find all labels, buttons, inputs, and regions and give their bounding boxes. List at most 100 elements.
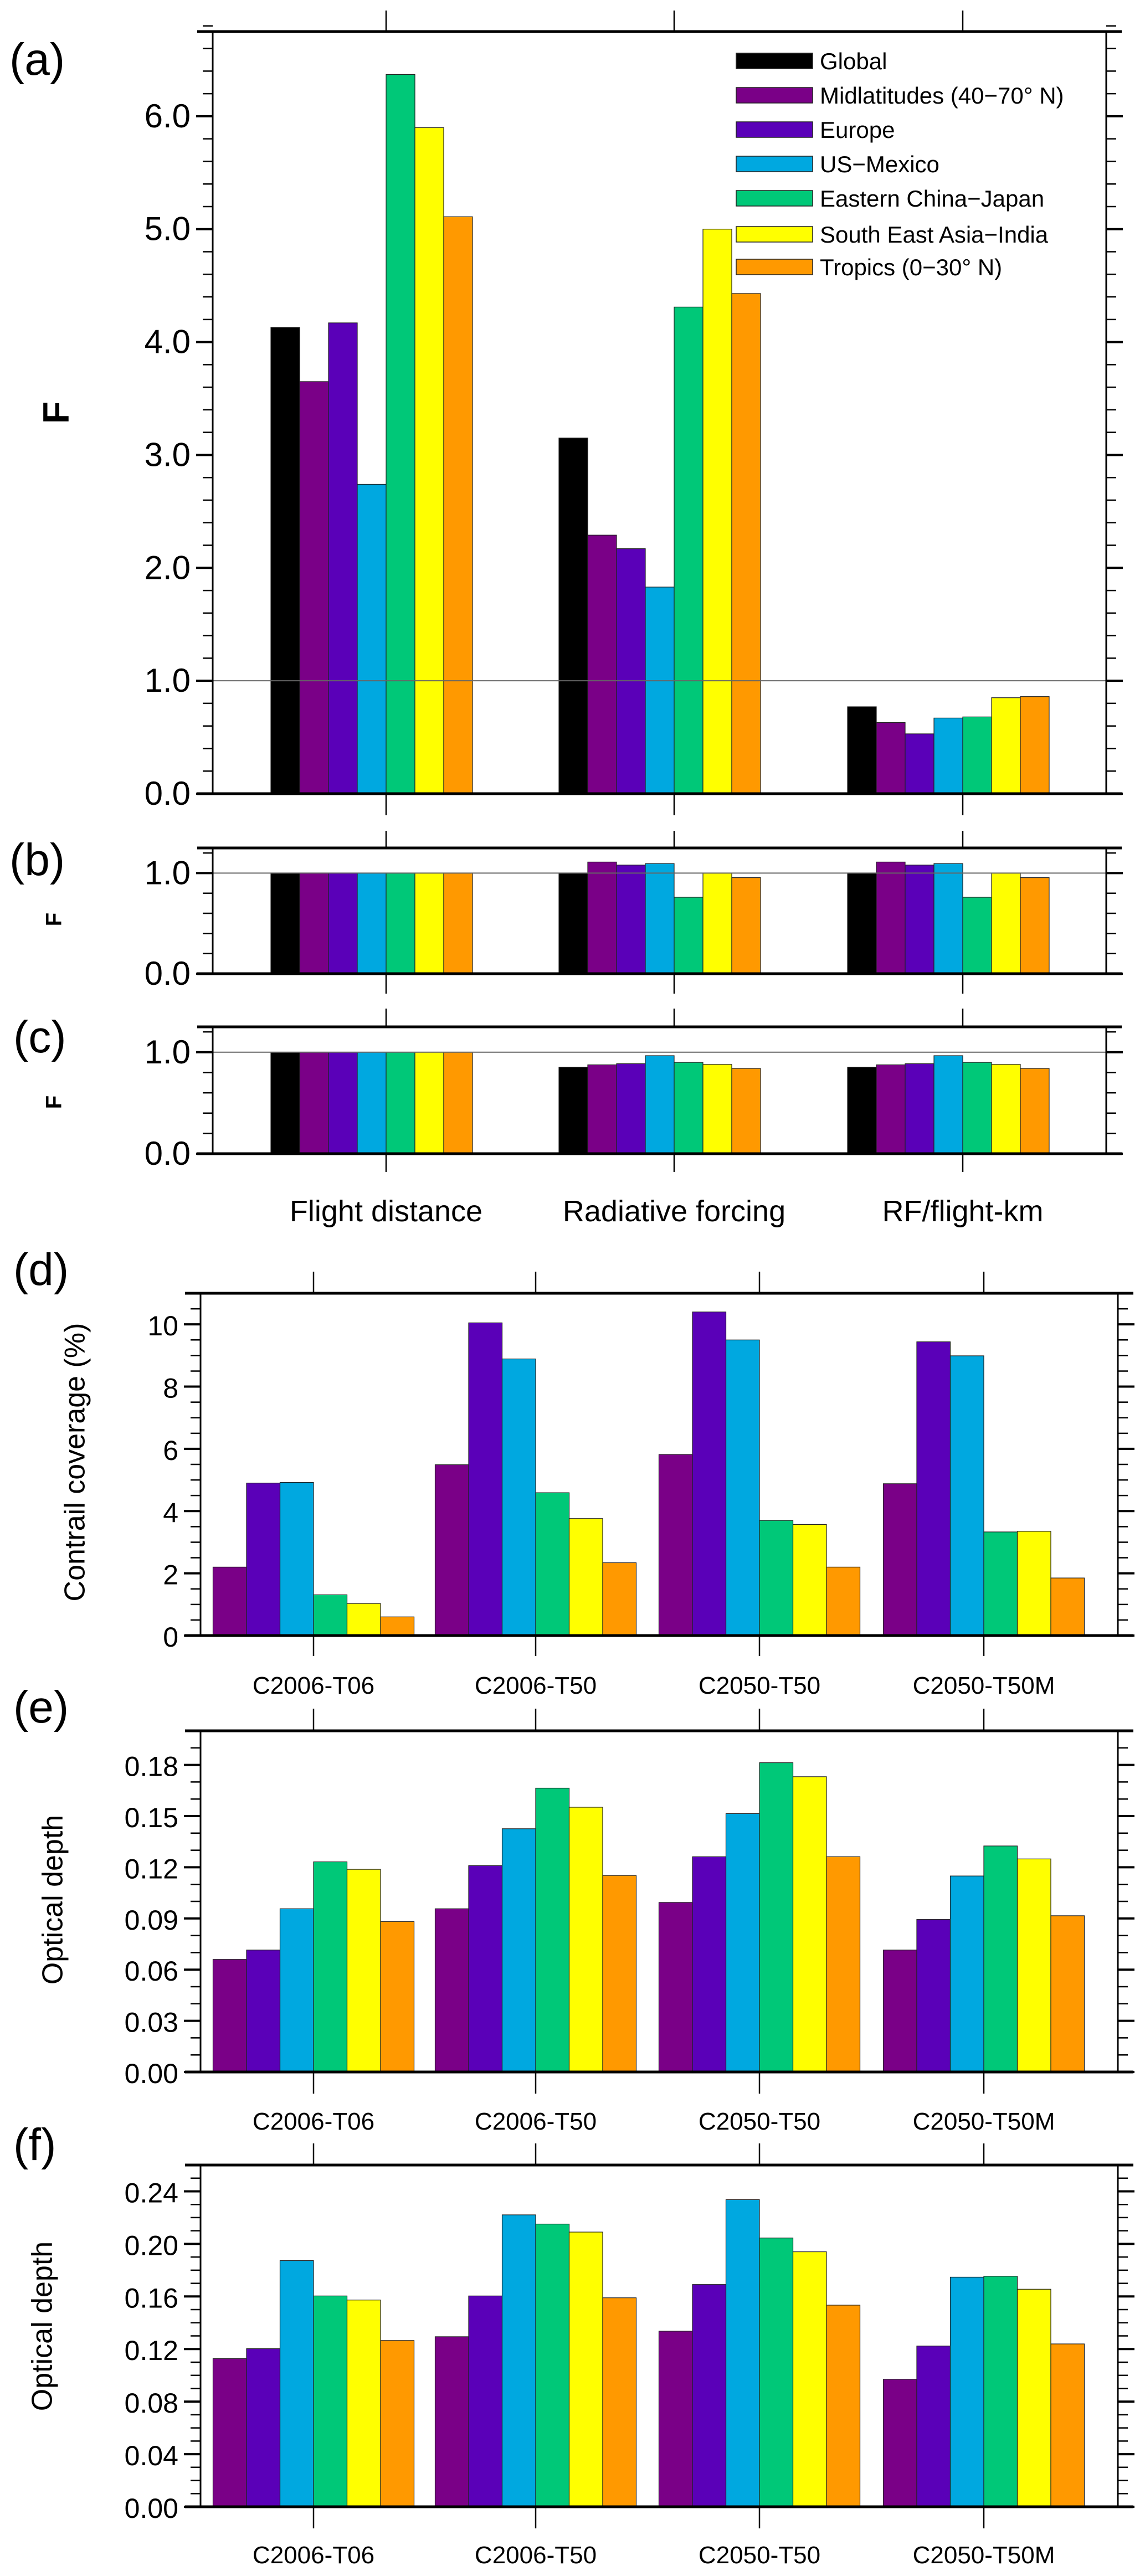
legend-label: US−Mexico xyxy=(820,151,939,177)
y-tick-label: 0.16 xyxy=(125,2282,178,2313)
bar-c-series5-cat1 xyxy=(702,1064,732,1154)
bar-c-series3-cat2 xyxy=(933,1055,963,1154)
bar-b-series4-cat2 xyxy=(962,897,992,974)
bar-e-series5-cat2 xyxy=(792,1776,827,2073)
bar-c-series1-cat0 xyxy=(299,1052,329,1154)
y-tick-label: 1.0 xyxy=(145,662,191,699)
bar-d-series1-cat3 xyxy=(882,1483,917,1636)
x-category-label: C2006-T06 xyxy=(253,1672,374,1699)
bar-f-series3-cat1 xyxy=(501,2214,536,2507)
bar-b-series0-cat1 xyxy=(558,872,588,974)
legend-swatch xyxy=(736,226,813,243)
legend-swatch xyxy=(736,53,813,69)
bar-e-series6-cat0 xyxy=(380,1921,415,2073)
bar-b-series6-cat1 xyxy=(731,877,761,974)
panel-e: 0.00 0.03 0.06 0.09 0.12 0.15 0.18 C2006-T06 C20… xyxy=(13,1682,1134,2135)
bar-c-series1-cat1 xyxy=(587,1064,617,1154)
panel-label: (f) xyxy=(13,2120,56,2170)
bar-b-series2-cat0 xyxy=(328,872,358,974)
bar-c-series4-cat0 xyxy=(386,1052,415,1154)
bar-b-series1-cat1 xyxy=(587,861,617,974)
bar-c-series5-cat0 xyxy=(414,1052,444,1154)
bar-f-series6-cat1 xyxy=(602,2297,637,2507)
panel-d: 0 2 4 6 8 10 C2006-T06 C2006-T50 C2050-T50 C2050-… xyxy=(13,1245,1134,1699)
bar-e-series1-cat1 xyxy=(434,1908,469,2073)
bar-e-series1-cat3 xyxy=(882,1950,917,2073)
y-tick-label: 6.0 xyxy=(145,97,191,135)
bar-e-series6-cat1 xyxy=(602,1875,637,2073)
bar-a-series1-cat2 xyxy=(876,722,906,794)
bar-d-series3-cat2 xyxy=(725,1339,760,1636)
bar-e-series5-cat1 xyxy=(568,1807,603,2073)
legend-label: Eastern China−Japan xyxy=(820,186,1044,212)
y-tick-label: 0.12 xyxy=(125,2335,178,2366)
bar-c-series0-cat0 xyxy=(270,1052,300,1154)
y-axis-title: Contrail coverage (%) xyxy=(59,1323,91,1602)
y-tick-label: 3.0 xyxy=(145,436,191,473)
bar-a-series0-cat0 xyxy=(270,327,300,794)
legend: Global Midlatitudes (40−70° N) Europe US−Me… xyxy=(736,48,1064,280)
x-category-label: C2050-T50 xyxy=(699,1672,820,1699)
legend-swatch xyxy=(736,87,813,104)
bar-b-series0-cat0 xyxy=(270,872,300,974)
bar-d-series5-cat3 xyxy=(1016,1531,1051,1636)
bar-d-series4-cat3 xyxy=(983,1531,1018,1636)
y-tick-label: 4 xyxy=(163,1497,178,1528)
y-tick-label: 10 xyxy=(147,1310,178,1341)
bar-f-series4-cat1 xyxy=(535,2223,570,2507)
bar-a-series2-cat0 xyxy=(328,322,358,794)
bar-c-series6-cat1 xyxy=(731,1068,761,1154)
bar-e-series2-cat0 xyxy=(246,1950,281,2073)
bar-e-series4-cat0 xyxy=(313,1861,348,2073)
x-category-label: RF/flight-km xyxy=(882,1195,1043,1228)
bar-b-series5-cat2 xyxy=(991,872,1021,974)
legend-label: Midlatitudes (40−70° N) xyxy=(820,83,1064,109)
legend-swatch xyxy=(736,190,813,207)
y-tick-label: 2 xyxy=(163,1560,178,1591)
y-tick-label: 0.0 xyxy=(145,1135,191,1172)
bar-d-series3-cat0 xyxy=(279,1482,314,1636)
panel-label: (b) xyxy=(9,835,65,885)
bar-a-series4-cat2 xyxy=(962,716,992,794)
bar-f-series6-cat0 xyxy=(380,2340,415,2507)
bar-c-series2-cat1 xyxy=(616,1063,646,1154)
bar-a-series0-cat2 xyxy=(847,706,877,794)
x-category-label: C2006-T50 xyxy=(475,2542,597,2569)
bar-d-series6-cat1 xyxy=(602,1562,637,1636)
bar-b-series3-cat2 xyxy=(933,863,963,974)
bar-a-series3-cat0 xyxy=(357,484,387,794)
legend-item: South East Asia−India xyxy=(736,222,1049,248)
bar-d-series4-cat0 xyxy=(313,1594,348,1636)
bar-c-series6-cat2 xyxy=(1020,1068,1050,1154)
bar-d-series1-cat0 xyxy=(212,1566,247,1636)
bar-a-series5-cat2 xyxy=(991,697,1021,794)
y-axis-title: F xyxy=(42,1096,66,1109)
y-tick-label: 0.0 xyxy=(145,775,191,812)
y-axis-title: Optical depth xyxy=(27,2241,59,2411)
bar-e-series3-cat3 xyxy=(949,1875,984,2073)
y-tick-label: 0.18 xyxy=(125,1751,178,1782)
bar-d-series6-cat0 xyxy=(380,1616,415,1636)
y-tick-label: 4.0 xyxy=(145,323,191,361)
bar-e-series1-cat0 xyxy=(212,1959,247,2073)
bar-f-series2-cat1 xyxy=(468,2295,503,2507)
bar-d-series1-cat1 xyxy=(434,1464,469,1636)
bar-e-series6-cat3 xyxy=(1050,1915,1085,2073)
bar-d-series4-cat2 xyxy=(759,1520,794,1636)
bar-f-series6-cat3 xyxy=(1050,2343,1085,2507)
x-category-label: Radiative forcing xyxy=(563,1195,785,1228)
legend-swatch xyxy=(736,259,813,275)
bar-f-series4-cat0 xyxy=(313,2295,348,2507)
panel-a: 0.0 1.0 2.0 3.0 4.0 5.0 6.0 (a) F xyxy=(9,11,1123,815)
panel-label: (a) xyxy=(9,34,65,85)
bar-e-series2-cat1 xyxy=(468,1865,503,2073)
bar-a-series2-cat2 xyxy=(905,733,935,794)
bar-c-series0-cat1 xyxy=(558,1067,588,1154)
x-category-label: C2050-T50M xyxy=(913,1672,1055,1699)
bar-f-series3-cat0 xyxy=(279,2260,314,2507)
legend-label: Europe xyxy=(820,117,895,143)
y-tick-label: 0 xyxy=(163,1622,178,1653)
y-tick-label: 8 xyxy=(163,1373,178,1404)
x-category-label: Flight distance xyxy=(290,1195,482,1228)
